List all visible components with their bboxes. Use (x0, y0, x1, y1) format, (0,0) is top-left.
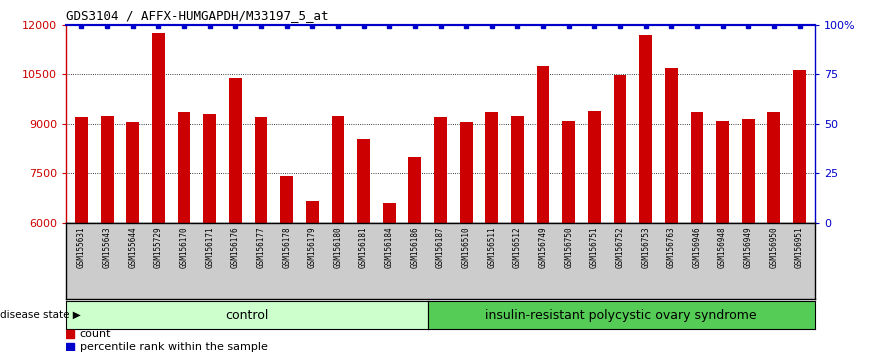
Text: GSM156951: GSM156951 (795, 227, 804, 268)
Text: GSM156753: GSM156753 (641, 227, 650, 268)
Text: disease state ▶: disease state ▶ (0, 310, 81, 320)
Bar (331, 116, 344, 223)
Bar (485, 112, 498, 223)
Bar (204, 114, 216, 223)
Text: GSM156950: GSM156950 (769, 227, 779, 268)
Text: count: count (79, 329, 111, 339)
Text: GSM156179: GSM156179 (307, 227, 317, 268)
Bar (229, 78, 241, 223)
Bar (460, 122, 472, 223)
Text: GDS3104 / AFFX-HUMGAPDH/M33197_5_at: GDS3104 / AFFX-HUMGAPDH/M33197_5_at (66, 9, 329, 22)
Text: GSM155631: GSM155631 (77, 227, 86, 268)
Text: GSM156510: GSM156510 (462, 227, 470, 268)
Bar (742, 119, 755, 223)
Text: GSM156171: GSM156171 (205, 227, 214, 268)
Bar (152, 33, 165, 223)
Bar (665, 68, 677, 223)
Text: GSM156184: GSM156184 (385, 227, 394, 268)
Text: GSM156749: GSM156749 (538, 227, 548, 268)
Bar (640, 35, 652, 223)
Bar (793, 70, 806, 223)
Bar (280, 176, 293, 223)
Bar (767, 112, 781, 223)
Text: GSM156512: GSM156512 (513, 227, 522, 268)
Bar (434, 117, 447, 223)
Bar (357, 139, 370, 223)
Bar (75, 117, 88, 223)
Text: GSM156177: GSM156177 (256, 227, 265, 268)
Bar (511, 116, 524, 223)
Bar (255, 117, 268, 223)
Bar (588, 112, 601, 223)
Bar (562, 121, 575, 223)
Text: GSM155729: GSM155729 (154, 227, 163, 268)
Text: GSM156946: GSM156946 (692, 227, 701, 268)
Text: GSM155644: GSM155644 (129, 227, 137, 268)
Text: GSM156186: GSM156186 (411, 227, 419, 268)
Bar (537, 66, 550, 223)
Text: GSM156763: GSM156763 (667, 227, 676, 268)
Text: GSM156752: GSM156752 (616, 227, 625, 268)
Text: GSM156181: GSM156181 (359, 227, 368, 268)
Bar (409, 157, 421, 223)
Text: GSM156178: GSM156178 (282, 227, 291, 268)
Text: control: control (226, 309, 269, 321)
Text: GSM156176: GSM156176 (231, 227, 240, 268)
Bar (178, 112, 190, 223)
Text: GSM156750: GSM156750 (564, 227, 574, 268)
Text: GSM156948: GSM156948 (718, 227, 727, 268)
Bar (306, 201, 319, 223)
Text: GSM155643: GSM155643 (102, 227, 112, 268)
Bar (126, 122, 139, 223)
Text: percentile rank within the sample: percentile rank within the sample (79, 342, 268, 352)
Text: insulin-resistant polycystic ovary syndrome: insulin-resistant polycystic ovary syndr… (485, 309, 757, 321)
Bar (691, 112, 703, 223)
Text: GSM156180: GSM156180 (333, 227, 343, 268)
Text: GSM156949: GSM156949 (744, 227, 752, 268)
Bar (613, 75, 626, 223)
Text: GSM156751: GSM156751 (590, 227, 599, 268)
Text: GSM156187: GSM156187 (436, 227, 445, 268)
Bar (100, 116, 114, 223)
Bar (716, 121, 729, 223)
Text: GSM156170: GSM156170 (180, 227, 189, 268)
Text: GSM156511: GSM156511 (487, 227, 496, 268)
Bar (383, 202, 396, 223)
